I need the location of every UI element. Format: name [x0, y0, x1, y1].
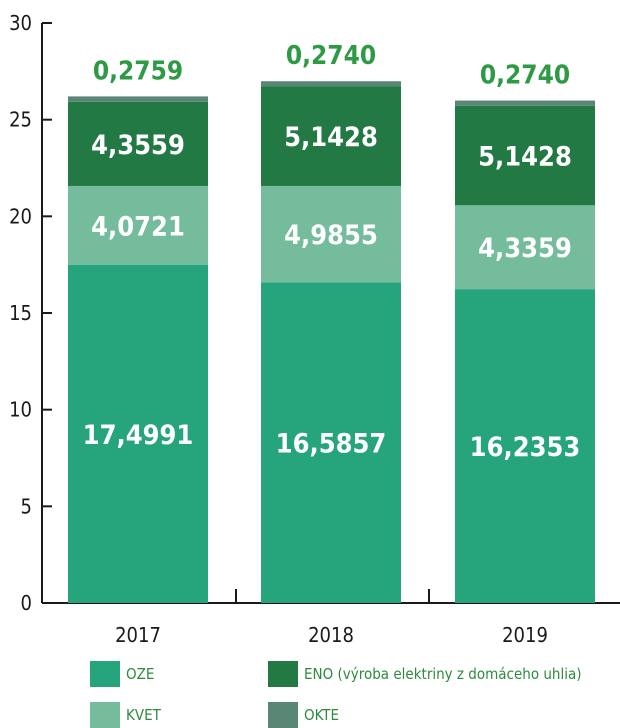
bar-value-label: 4,3559 — [91, 130, 185, 161]
bar-segment — [261, 86, 401, 186]
bar-segment — [455, 100, 595, 106]
bar-segment — [68, 96, 208, 102]
bar-segment — [68, 101, 208, 186]
x-tick-label: 2018 — [308, 623, 354, 647]
y-tick-label: 30 — [9, 11, 32, 35]
bar-segment — [261, 81, 401, 87]
x-tick-label: 2019 — [502, 623, 548, 647]
bar-segment — [261, 185, 401, 283]
bar-segment — [261, 282, 401, 603]
y-tick-label: 0 — [21, 591, 32, 615]
bar-segment — [455, 105, 595, 206]
y-tick-label: 20 — [9, 204, 32, 228]
x-tick-label: 2017 — [115, 623, 161, 647]
bar-segment — [68, 185, 208, 265]
y-tick-label: 25 — [9, 108, 32, 132]
y-tick-label: 5 — [21, 494, 32, 518]
bar-segment — [455, 205, 595, 290]
bar-top-label: 0,2759 — [93, 56, 183, 86]
bar-value-label: 16,2353 — [470, 432, 581, 463]
bar-top-label: 0,2740 — [286, 41, 376, 71]
bar-value-label: 5,1428 — [284, 122, 378, 153]
bar-value-label: 5,1428 — [478, 142, 572, 173]
y-tick-label: 10 — [9, 398, 32, 422]
y-tick-label: 15 — [9, 301, 32, 325]
bar-value-label: 16,5857 — [276, 429, 387, 460]
bar-value-label: 17,4991 — [83, 420, 194, 451]
bar-segment — [455, 289, 595, 603]
bar-top-label: 0,2740 — [480, 61, 570, 91]
bar-value-label: 4,9855 — [284, 220, 378, 251]
bar-value-label: 4,3359 — [478, 233, 572, 264]
bar-segment — [68, 264, 208, 603]
bar-value-label: 4,0721 — [91, 211, 185, 242]
